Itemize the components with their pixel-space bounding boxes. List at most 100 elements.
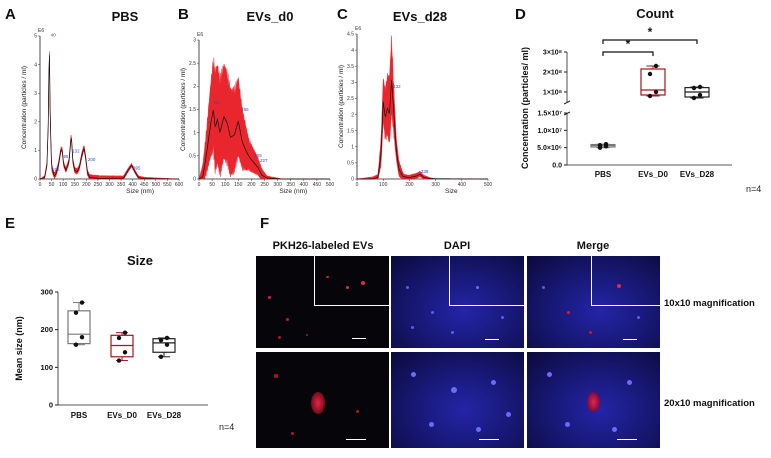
y-tick-label: 1.0×10⁷ bbox=[538, 128, 563, 135]
data-point bbox=[653, 63, 659, 69]
micrograph-pkh26-10x bbox=[256, 256, 389, 348]
peak-label: 40 bbox=[51, 32, 57, 37]
y-tick-label: 2 bbox=[351, 112, 354, 118]
y-tick-label: 2 bbox=[193, 84, 196, 90]
y-tick-label: 1 bbox=[34, 148, 37, 154]
row-label-20x: 20x10 magnification bbox=[664, 398, 755, 409]
x-tick-label: 500 bbox=[326, 182, 335, 188]
x-category-label: EVs_D0 bbox=[107, 411, 137, 420]
peak-label: 132 bbox=[72, 148, 80, 153]
y-tick-label: 1.5 bbox=[189, 107, 196, 113]
y-tick-label: 2.5 bbox=[347, 96, 354, 102]
micrograph-dapi-20x bbox=[391, 352, 524, 448]
y-axis-label: Concentration (particles/ ml) bbox=[520, 47, 530, 169]
y-tick-label: 2 bbox=[34, 120, 37, 126]
data-point bbox=[158, 354, 164, 359]
y-tick-label: 4 bbox=[351, 48, 354, 54]
scale-bar bbox=[617, 439, 637, 440]
data-point bbox=[647, 71, 653, 77]
scale-bar bbox=[346, 439, 366, 440]
panel-title-size: Size bbox=[126, 253, 153, 268]
panel-letter-f: F bbox=[260, 215, 270, 232]
peak-label: 227 bbox=[260, 158, 268, 163]
y-tick-label: 0.5 bbox=[347, 161, 354, 167]
micrograph-merge-20x bbox=[527, 352, 660, 448]
x-tick-label: 350 bbox=[117, 182, 126, 188]
data-point bbox=[73, 310, 79, 315]
data-point bbox=[697, 92, 703, 98]
x-tick-label: 50 bbox=[49, 182, 55, 188]
y-tick-label: 1.5×10⁷ bbox=[538, 111, 563, 118]
x-tick-label: 300 bbox=[273, 182, 282, 188]
data-point bbox=[647, 93, 653, 99]
data-point bbox=[164, 342, 170, 347]
box-PBS bbox=[67, 310, 91, 345]
x-category-label: EVs_D28 bbox=[680, 170, 715, 179]
exponent-label: E6 bbox=[197, 32, 203, 38]
x-category-label: PBS bbox=[595, 170, 612, 179]
y-axis-label: Concentration (particles / ml) bbox=[21, 66, 28, 149]
x-tick-label: 250 bbox=[260, 182, 269, 188]
mean-line bbox=[39, 55, 180, 180]
n-label-size: n=4 bbox=[219, 422, 235, 432]
x-tick-label: 450 bbox=[140, 182, 149, 188]
zoom-inset bbox=[314, 256, 389, 306]
x-tick-label: 100 bbox=[379, 182, 388, 188]
axis-break-mark bbox=[563, 100, 571, 105]
y-axis-label: Concentration (particles / ml) bbox=[180, 68, 187, 151]
x-tick-label: 300 bbox=[105, 182, 114, 188]
micrograph-merge-10x bbox=[527, 256, 660, 348]
data-point bbox=[73, 342, 79, 347]
scale-bar bbox=[623, 339, 637, 340]
y-tick-label: 5 bbox=[34, 34, 37, 40]
x-axis-label: Size (nm) bbox=[279, 188, 307, 195]
y-tick-label: 1 bbox=[351, 144, 354, 150]
y-tick-label: 2.5 bbox=[189, 61, 196, 67]
panel-letter-a: A bbox=[5, 6, 16, 23]
y-axis-label: Mean size (nm) bbox=[14, 316, 24, 381]
y-tick-label: 1.5 bbox=[347, 128, 354, 134]
x-tick-label: 0 bbox=[198, 182, 201, 188]
x-tick-label: 0 bbox=[39, 182, 42, 188]
peak-label: 200 bbox=[88, 157, 96, 162]
data-point bbox=[79, 335, 85, 340]
y-tick-label: 2×10⁸ bbox=[543, 70, 562, 77]
x-tick-label: 200 bbox=[405, 182, 414, 188]
data-point bbox=[603, 142, 609, 147]
y-tick-label: 3×10⁸ bbox=[543, 50, 562, 57]
y-tick-label: 200 bbox=[40, 325, 53, 334]
column-label-dapi: DAPI bbox=[443, 240, 471, 252]
zoom-inset bbox=[591, 256, 660, 306]
n-label-count: n=4 bbox=[746, 184, 762, 194]
y-tick-label: 0.5 bbox=[189, 154, 196, 160]
y-tick-label: 1×10⁸ bbox=[543, 90, 562, 97]
data-point bbox=[158, 338, 164, 343]
error-band bbox=[198, 57, 330, 180]
box-EVs_D28 bbox=[152, 338, 176, 353]
panel-title-evs-d0: EVs_d0 bbox=[246, 9, 294, 24]
x-category-label: EVs_D28 bbox=[147, 411, 182, 420]
x-tick-label: 200 bbox=[82, 182, 91, 188]
significance-star: * bbox=[626, 37, 631, 51]
exponent-label: E6 bbox=[355, 26, 361, 32]
box-EVs_D0 bbox=[640, 68, 666, 96]
x-tick-label: 550 bbox=[163, 182, 172, 188]
data-point bbox=[691, 85, 697, 91]
x-tick-label: 400 bbox=[458, 182, 467, 188]
panel-letter-b: B bbox=[178, 6, 189, 23]
data-point bbox=[116, 358, 122, 363]
significance-bracket bbox=[602, 39, 698, 44]
x-tick-label: 350 bbox=[287, 182, 296, 188]
peak-label: 205 bbox=[254, 153, 262, 158]
scale-bar bbox=[479, 439, 499, 440]
x-tick-label: 150 bbox=[234, 182, 243, 188]
y-tick-label: 1 bbox=[193, 130, 196, 136]
peak-label: 56 bbox=[54, 167, 60, 172]
x-tick-label: 300 bbox=[431, 182, 440, 188]
x-tick-label: 150 bbox=[71, 182, 80, 188]
y-tick-label: 0.0 bbox=[552, 163, 562, 170]
data-point bbox=[122, 330, 128, 335]
y-tick-label: 3 bbox=[193, 38, 196, 44]
